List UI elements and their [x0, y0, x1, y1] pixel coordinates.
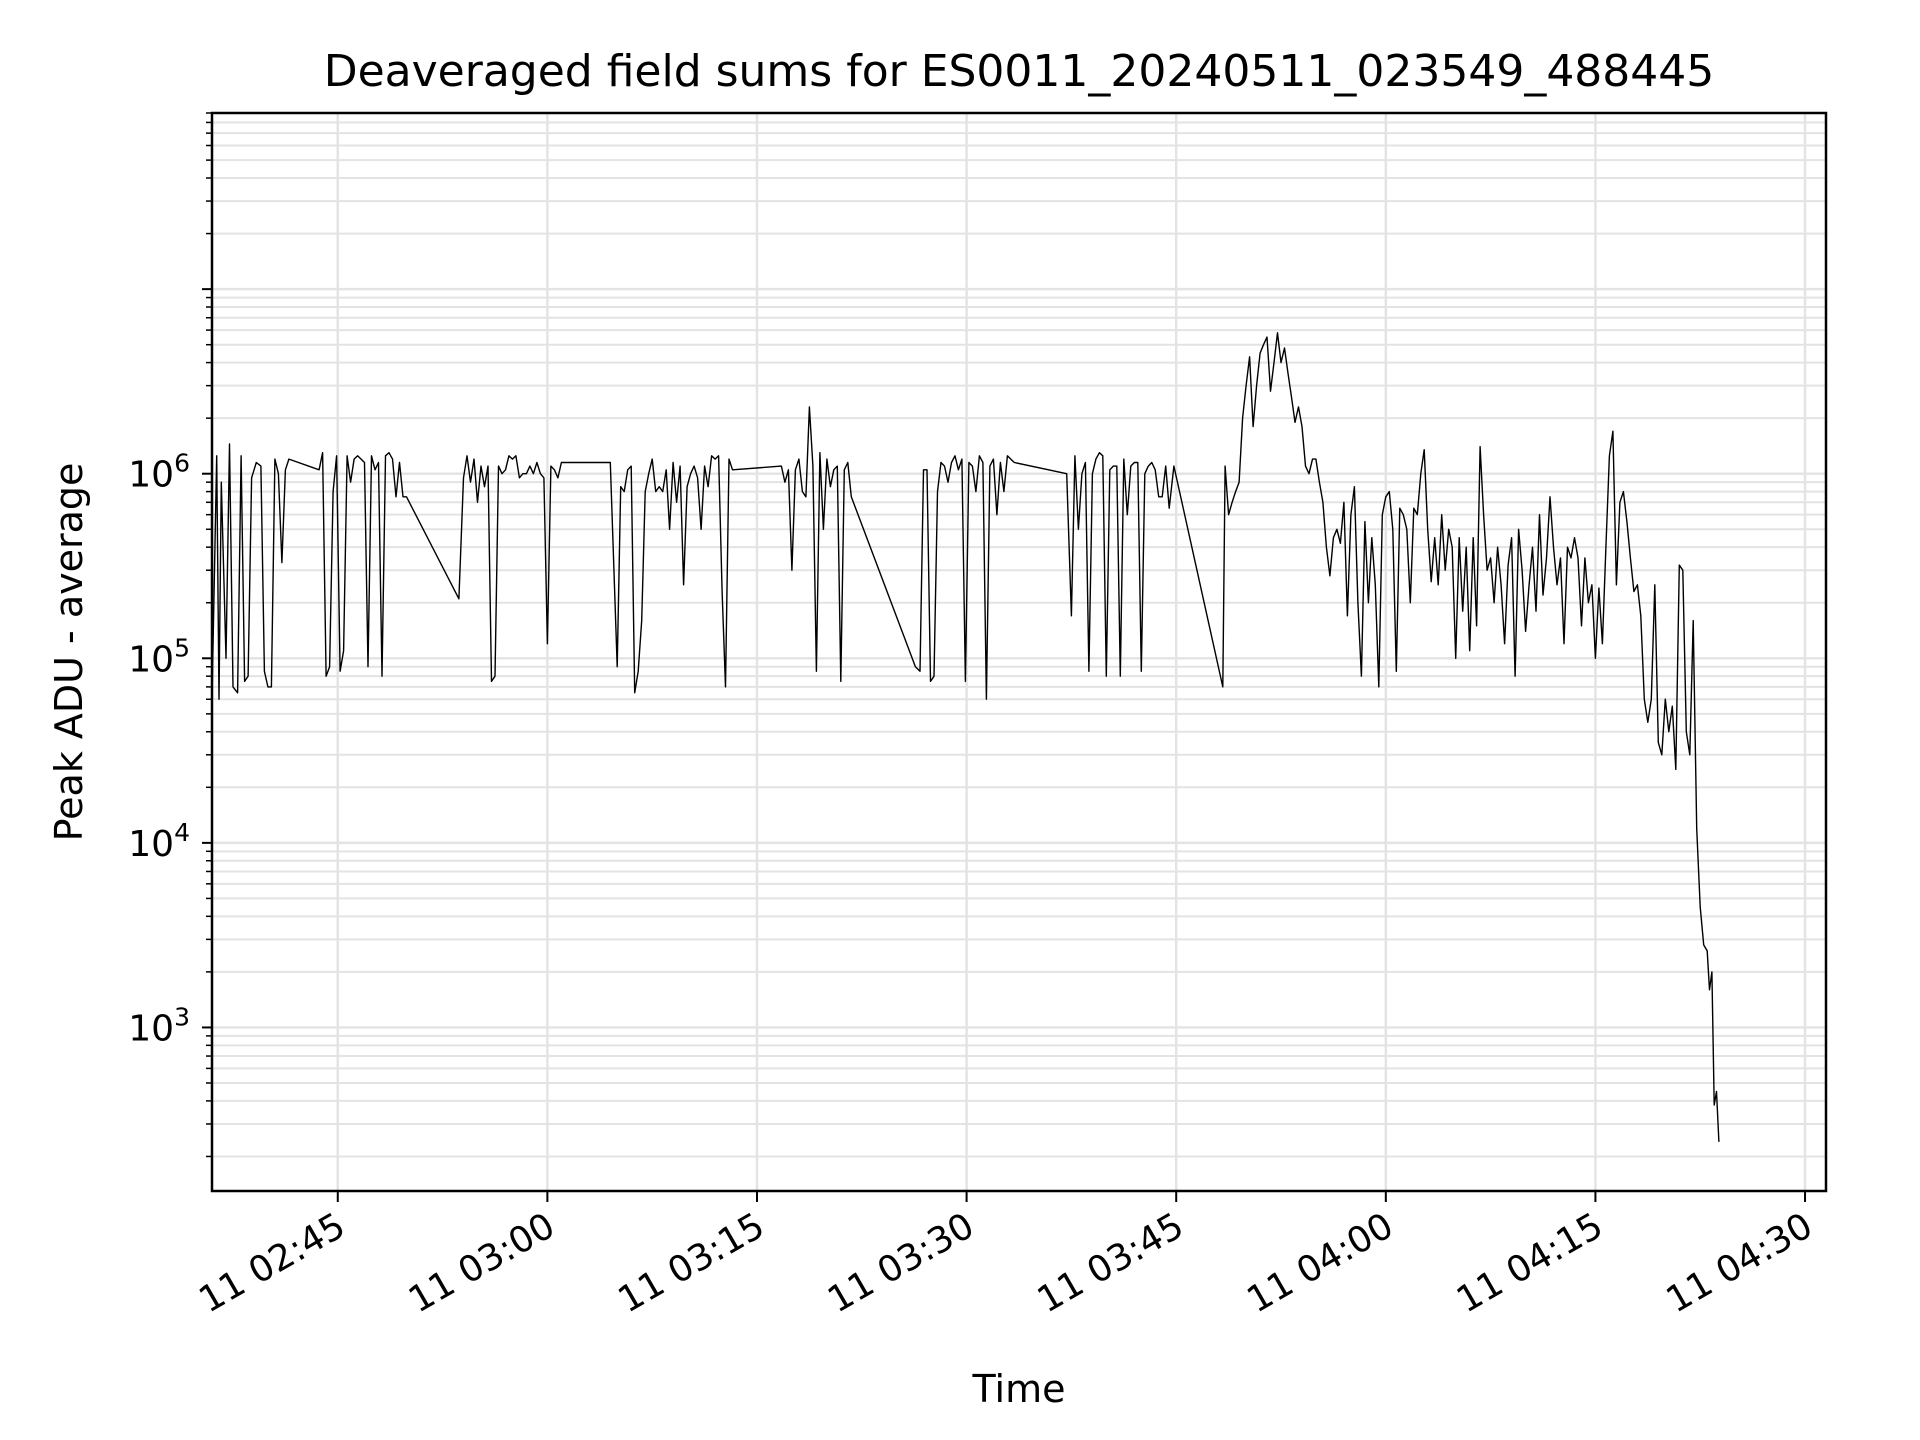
chart-title: Deaveraged field sums for ES0011_2024051… [324, 46, 1715, 97]
grid [212, 112, 1826, 1191]
x-axis-label: Time [972, 1367, 1066, 1411]
y-tick-label: 105 [128, 633, 190, 680]
series-layer [211, 332, 1720, 1142]
series-line [211, 332, 1720, 1142]
plot-frame [210, 111, 1828, 1193]
y-tick-label: 106 [128, 449, 190, 496]
y-tick-label: 103 [128, 1002, 190, 1049]
y-tick-label: 104 [128, 818, 190, 865]
y-axis-label: Peak ADU - average [47, 463, 91, 842]
